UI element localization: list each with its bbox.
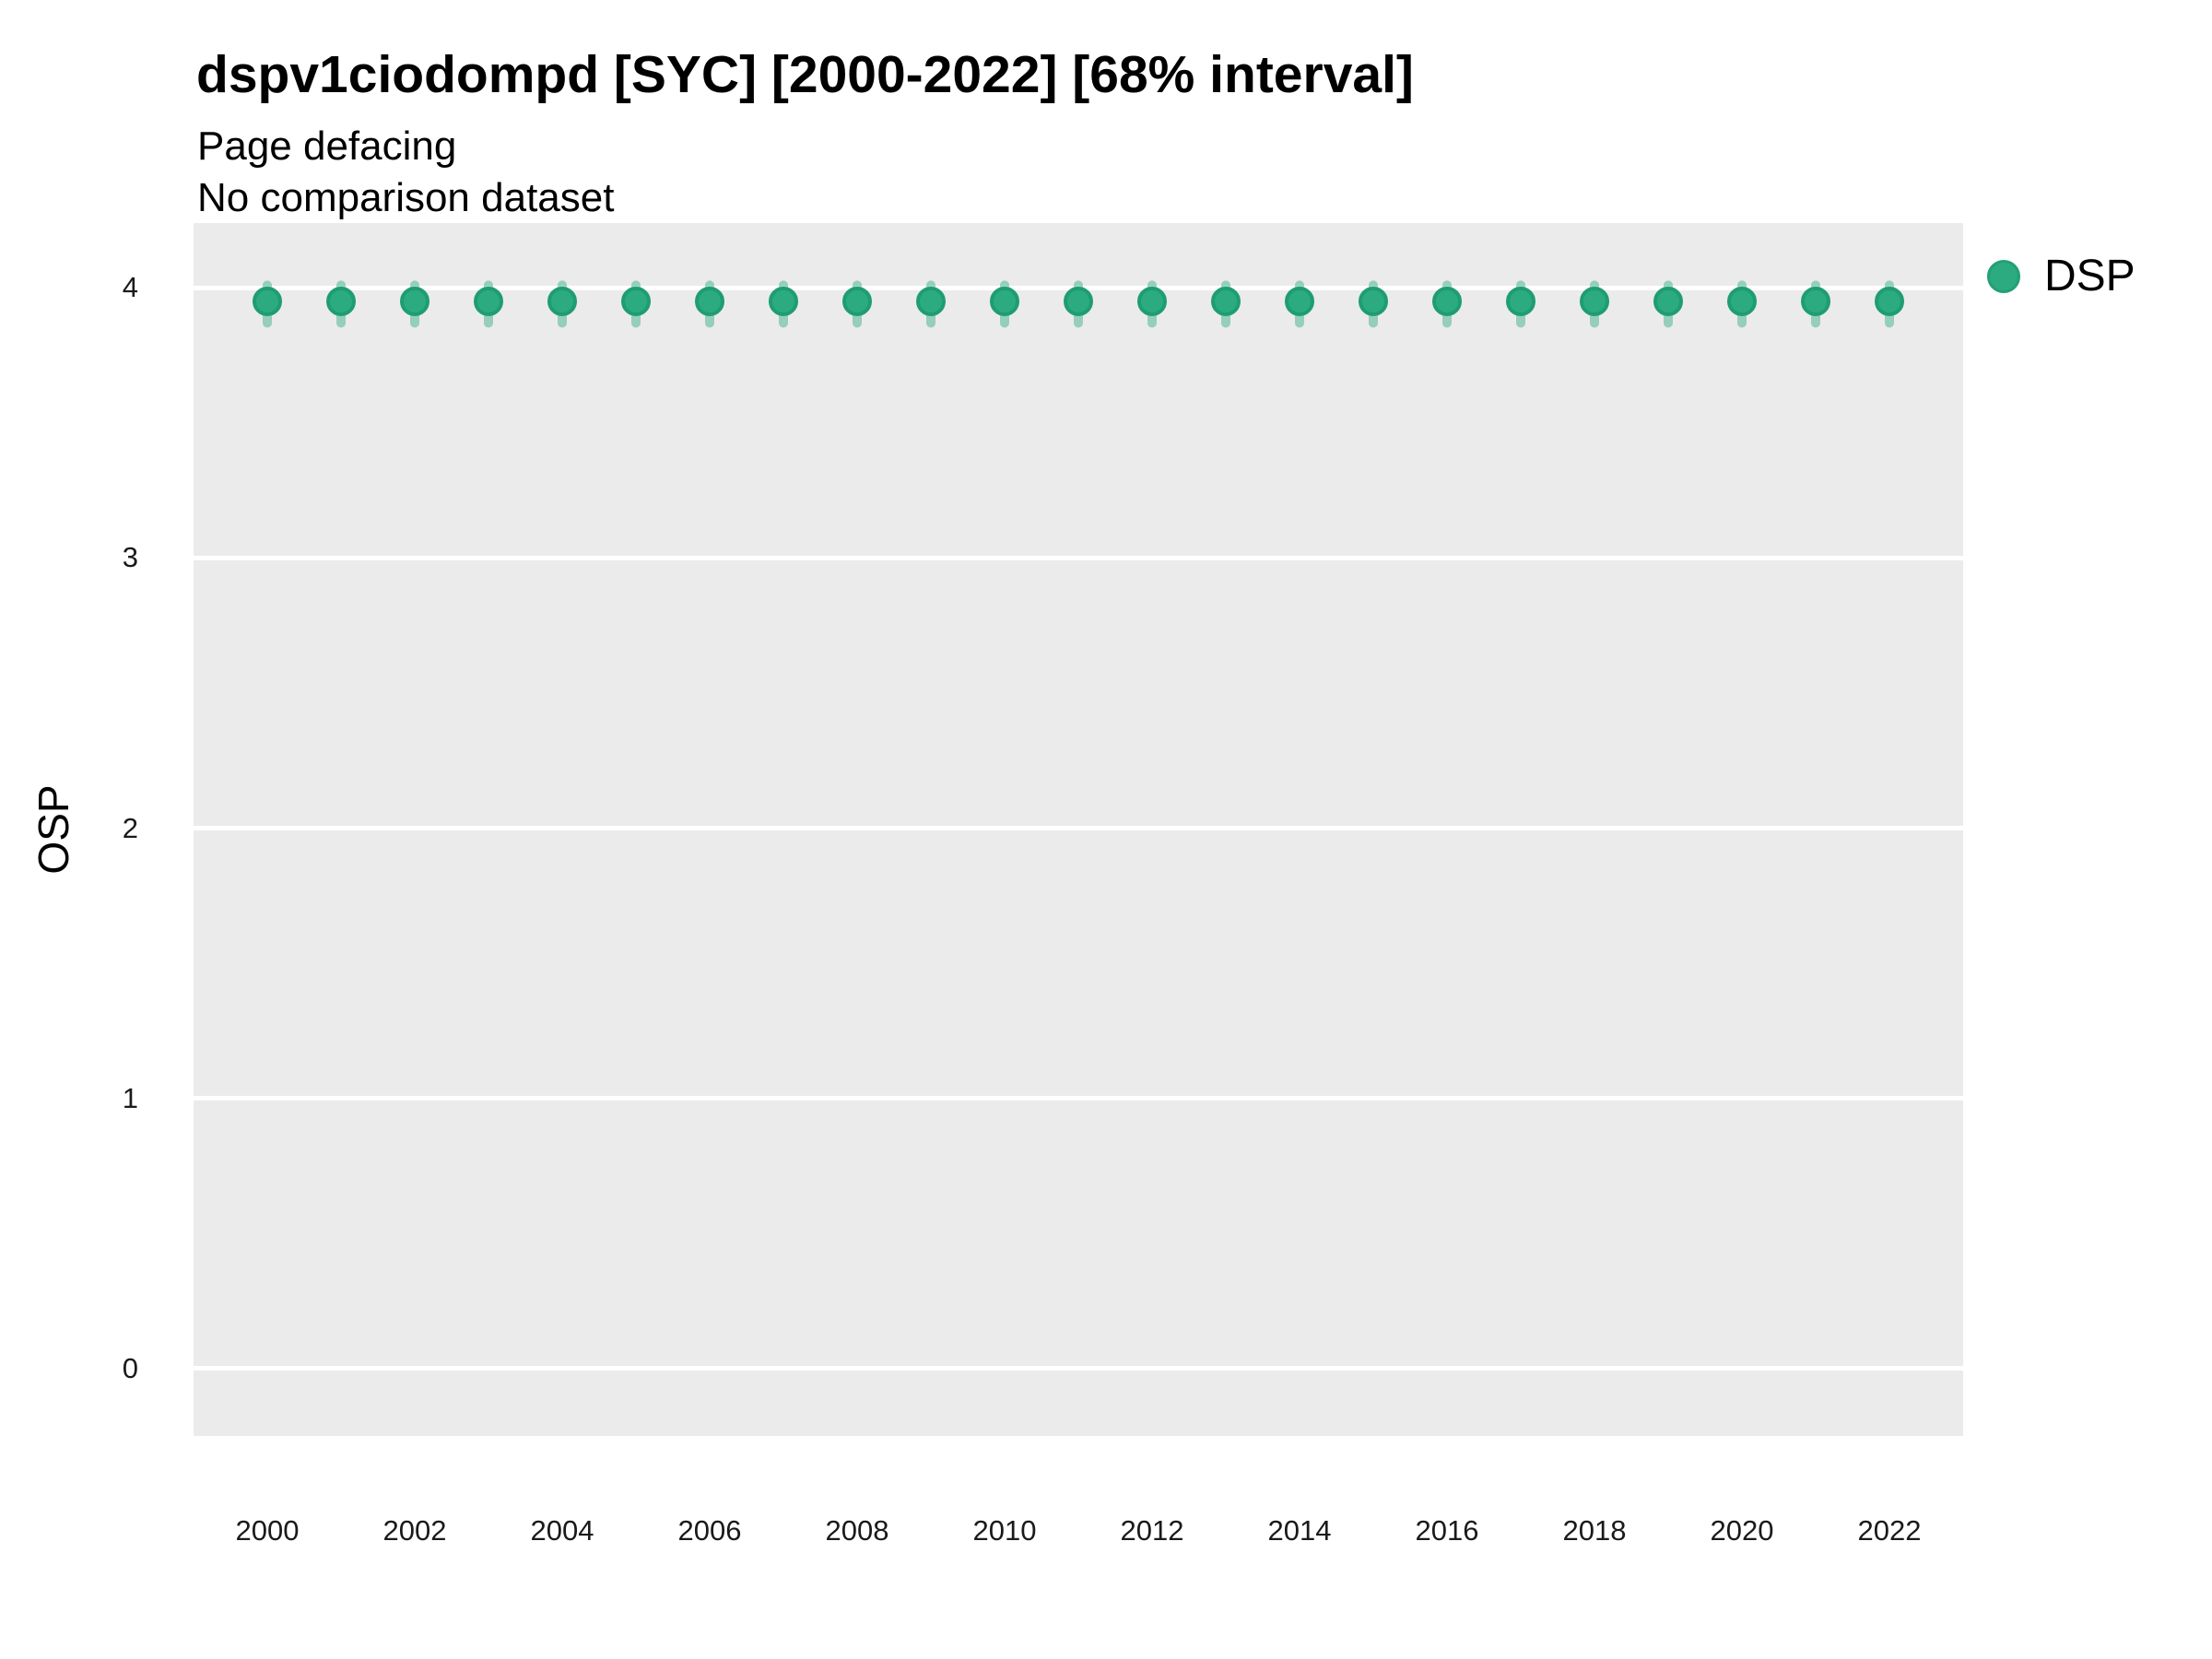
x-tick-label: 2014 — [1267, 1514, 1332, 1547]
data-point — [1801, 286, 1830, 316]
chart-title: dspv1ciodompd [SYC] [2000-2022] [68% int… — [196, 45, 1414, 104]
gridline-y-0 — [194, 1366, 1963, 1371]
data-point — [547, 286, 577, 316]
x-tick-label: 2010 — [972, 1514, 1037, 1547]
chart-subtitle: Page defacing — [197, 124, 457, 169]
data-point — [1064, 286, 1093, 316]
x-tick-label: 2008 — [825, 1514, 889, 1547]
legend-point-icon — [1987, 259, 2020, 293]
x-tick-label: 2016 — [1415, 1514, 1479, 1547]
data-point — [1580, 286, 1609, 316]
data-point — [1211, 286, 1241, 316]
data-point — [1359, 286, 1388, 316]
x-tick-label: 2000 — [235, 1514, 300, 1547]
data-point — [842, 286, 872, 316]
legend-label: DSP — [2044, 252, 2136, 300]
data-point — [695, 286, 724, 316]
x-tick-label: 2012 — [1120, 1514, 1184, 1547]
data-point — [1137, 286, 1167, 316]
data-point — [769, 286, 798, 316]
data-point — [400, 286, 429, 316]
data-point — [990, 286, 1019, 316]
x-tick-label: 2006 — [677, 1514, 742, 1547]
data-point — [253, 286, 282, 316]
data-points-layer — [253, 280, 1904, 328]
data-point — [326, 286, 356, 316]
data-point — [1727, 286, 1757, 316]
y-tick-label: 1 — [122, 1081, 138, 1114]
data-point — [1506, 286, 1535, 316]
x-tick-label: 2018 — [1562, 1514, 1627, 1547]
y-tick-label: 2 — [122, 811, 138, 844]
y-tick-label: 4 — [122, 271, 138, 304]
y-tick-label: 0 — [122, 1351, 138, 1384]
chart-note: No comparison dataset — [197, 175, 615, 220]
x-tick-label: 2022 — [1857, 1514, 1922, 1547]
x-tick-label: 2020 — [1710, 1514, 1774, 1547]
x-tick-label: 2004 — [530, 1514, 594, 1547]
plot-panel — [194, 223, 1963, 1436]
gridline-y-2 — [194, 826, 1963, 831]
legend: DSP — [1987, 251, 2136, 301]
data-point — [916, 286, 946, 316]
data-point — [1653, 286, 1683, 316]
data-point — [1875, 286, 1904, 316]
gridline-y-1 — [194, 1096, 1963, 1101]
data-point — [1285, 286, 1314, 316]
x-tick-label: 2002 — [382, 1514, 447, 1547]
data-point — [1432, 286, 1462, 316]
gridline-y-3 — [194, 555, 1963, 560]
data-point — [474, 286, 503, 316]
data-point — [621, 286, 651, 316]
y-tick-label: 3 — [122, 541, 138, 574]
